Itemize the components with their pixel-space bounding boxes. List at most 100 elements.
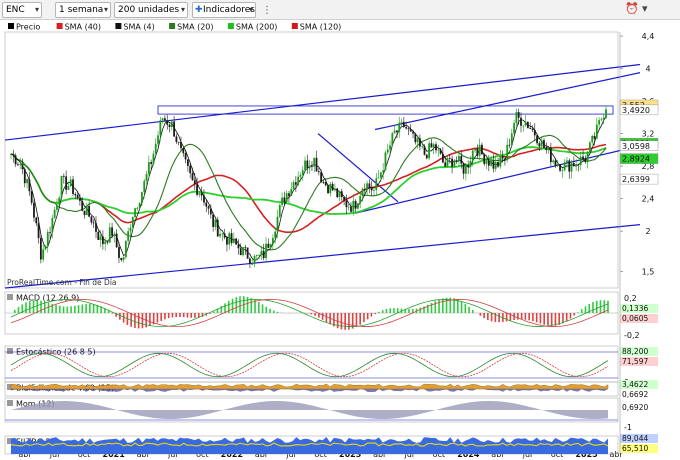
macd-bar (592, 302, 594, 313)
candle-body (58, 197, 61, 206)
chevron-down-icon: ▾ (34, 5, 39, 14)
candle-body (329, 183, 332, 194)
x-tick-label: jul (404, 450, 415, 459)
x-tick-label: abr (373, 450, 387, 459)
candle-body (421, 146, 424, 148)
candle-body (154, 143, 157, 154)
macd-bar (584, 306, 587, 313)
trend-line[interactable] (374, 72, 641, 131)
candle-body (577, 164, 580, 165)
candle-body (81, 200, 84, 211)
source-label: ProRealTime.com - Fin de Día (7, 278, 117, 287)
macd-bar (235, 297, 238, 313)
macd-bar (550, 313, 553, 326)
chart-area[interactable]: Precio SMA (40) SMA (4) SMA (20) SMA (200) SM… (0, 20, 680, 460)
candle-body (262, 250, 265, 259)
candle-body (559, 164, 561, 171)
resistance-band (157, 105, 614, 115)
macd-bar (558, 313, 560, 325)
units-select[interactable]: 200 unidades ▾ (114, 2, 188, 18)
x-tick-label: oct (196, 450, 208, 459)
macd-bar (190, 313, 193, 318)
candle-body (283, 197, 286, 203)
macd-bar (535, 313, 538, 323)
legend-item-label: SMA (120) (300, 23, 342, 32)
trend-line[interactable] (317, 133, 399, 203)
candle-body (513, 123, 516, 134)
candle-body (299, 174, 302, 177)
chevron-down-icon: ▾ (103, 5, 108, 14)
macd-bar (385, 308, 388, 313)
macd-bar (55, 304, 57, 313)
macd-bar (393, 308, 395, 313)
symbol-label: ENC (6, 5, 25, 15)
macd-bar (141, 313, 144, 329)
macd-bar (434, 301, 437, 313)
candle-body (605, 109, 607, 118)
macd-bar (363, 313, 365, 323)
candle-body (458, 155, 460, 161)
candle-body (522, 125, 525, 127)
macd-bar (107, 310, 110, 313)
candle-body (271, 237, 274, 245)
x-tick-label: abr (255, 450, 269, 459)
close-icon[interactable]: ▾ (642, 2, 648, 15)
candle-body (19, 164, 22, 166)
macd-bar (505, 313, 508, 322)
macd-line (10, 298, 609, 327)
candle-body (127, 231, 130, 241)
macd-bar (517, 313, 519, 320)
candle-body (115, 233, 118, 248)
macd-bar (261, 304, 264, 313)
macd-bar (179, 313, 181, 317)
macd-bar (32, 300, 35, 313)
candle-body (419, 138, 421, 147)
candle-body (444, 162, 447, 167)
macd-bar (562, 313, 564, 324)
candle-body (504, 158, 506, 160)
x-tick-label: oct (433, 450, 445, 459)
candle-body (510, 133, 513, 146)
candle-body (402, 122, 405, 128)
panel-icon (7, 400, 13, 406)
candle-body (168, 124, 171, 128)
candle-body (430, 143, 433, 148)
candle-body (53, 209, 56, 219)
candle-body (301, 170, 304, 175)
candle-body (467, 165, 470, 167)
y-tick-label: 2,4 (642, 195, 655, 204)
chevron-down-icon: ▾ (180, 5, 185, 14)
macd-bar (265, 306, 268, 313)
macd-bar (92, 304, 95, 313)
candle-body (228, 233, 231, 245)
value-tag-label: 0,1336 (622, 304, 648, 313)
candle-body (545, 148, 548, 151)
candle-body (203, 195, 205, 203)
candle-body (161, 118, 164, 121)
momentum-panel (4, 397, 619, 423)
candle-body (145, 174, 148, 181)
candle-body (359, 196, 362, 204)
candle-body (460, 155, 463, 164)
candle-body (92, 222, 95, 224)
symbol-select[interactable]: ENC ▾ (2, 2, 42, 18)
indicators-button[interactable]: ✚ Indicadores ▾ (192, 2, 256, 18)
sma-200-line (10, 146, 607, 215)
value-tag-label: 65,510 (622, 444, 648, 453)
candle-body (12, 154, 15, 156)
trend-line[interactable] (354, 145, 641, 214)
period-select[interactable]: 1 semana ▾ (55, 2, 111, 18)
candle-body (44, 245, 47, 250)
alert-icon[interactable]: ⏰ (625, 2, 639, 15)
candle-body (451, 158, 453, 167)
macd-bar (77, 305, 80, 313)
candle-body (97, 231, 100, 240)
candle-body (584, 159, 587, 163)
trend-line[interactable] (4, 224, 641, 289)
trend-line[interactable] (4, 63, 641, 141)
candle-body (136, 207, 139, 209)
candle-body (124, 240, 127, 258)
candle-body (111, 227, 113, 236)
candle-body (501, 155, 504, 159)
candle-body (396, 130, 398, 132)
